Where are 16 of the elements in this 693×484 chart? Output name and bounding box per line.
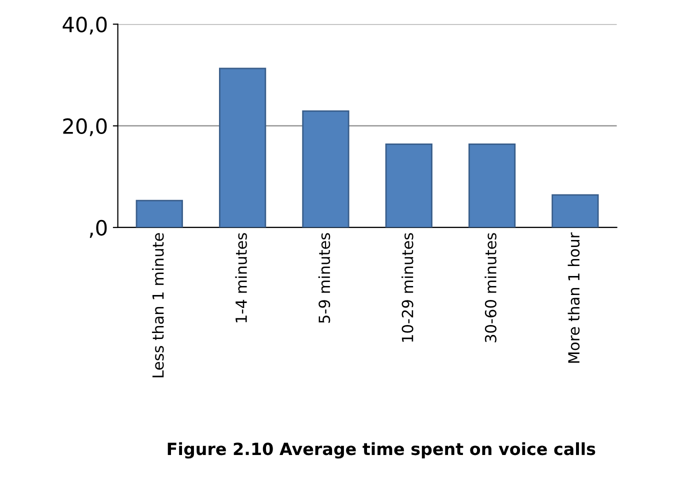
bar bbox=[218, 68, 266, 228]
x-tick-label: 30-60 minutes bbox=[484, 233, 496, 342]
bar bbox=[302, 110, 350, 228]
text: Figure 2.10 Average time spent on voice calls bbox=[168, 442, 596, 459]
x-tick-label: More than 1 hour bbox=[568, 232, 580, 363]
x-tick-label: 1-4 minutes bbox=[235, 233, 247, 322]
x-tick-label: Less than 1 minute bbox=[152, 233, 164, 378]
y-tick-label: ,0 bbox=[90, 220, 107, 238]
x-tick-label: 10-29 minutes bbox=[401, 233, 414, 342]
bar bbox=[136, 200, 183, 228]
y-tick-label: 40,0 bbox=[62, 16, 107, 35]
bar bbox=[468, 143, 516, 228]
y-tick-label: 20,0 bbox=[63, 118, 107, 136]
bar bbox=[552, 194, 599, 228]
x-tick-label: 5-9 minutes bbox=[318, 233, 330, 323]
bar bbox=[385, 143, 432, 228]
